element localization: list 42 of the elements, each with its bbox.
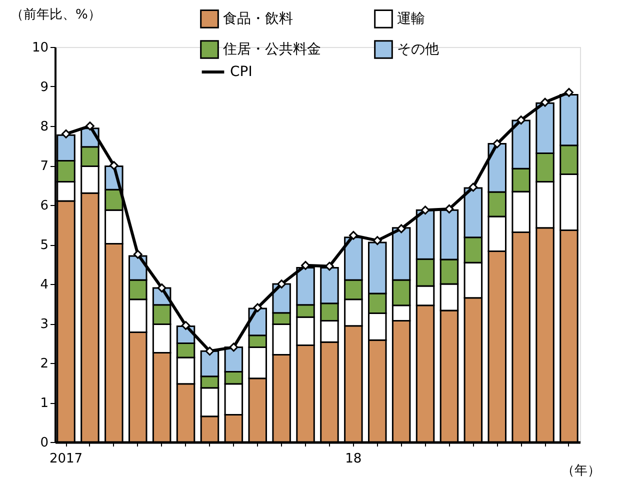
point bbox=[444, 204, 454, 214]
point bbox=[420, 206, 430, 215]
y-tick-label: 4 bbox=[40, 278, 48, 292]
y-tick-label: 10 bbox=[32, 40, 48, 56]
legend-label: その他 bbox=[397, 42, 439, 58]
point bbox=[181, 321, 190, 330]
point bbox=[157, 283, 166, 292]
point bbox=[205, 346, 214, 356]
y-tick-label: 6 bbox=[40, 198, 48, 214]
y-tick-label: 8 bbox=[40, 120, 48, 134]
legend-label: CPI bbox=[230, 64, 252, 80]
y-tick-label: 7 bbox=[40, 159, 48, 174]
point bbox=[62, 129, 70, 138]
legend-label: 運輸 bbox=[397, 10, 425, 27]
point bbox=[516, 116, 526, 125]
legend-label: 食品・飲料 bbox=[223, 10, 293, 27]
point bbox=[109, 161, 118, 170]
x-tick-label: 2017 bbox=[49, 452, 83, 466]
x-tick-label: 18 bbox=[345, 452, 362, 466]
point bbox=[133, 250, 142, 259]
point bbox=[372, 236, 382, 246]
point bbox=[86, 122, 94, 130]
point bbox=[348, 230, 358, 240]
point bbox=[564, 88, 574, 97]
y-axis-title: （前年比、%） bbox=[10, 8, 101, 22]
y-tick-label: 0 bbox=[40, 436, 48, 450]
x-axis-title: （年） bbox=[562, 464, 600, 478]
point bbox=[540, 98, 550, 107]
legend-label: 住居・公共料金 bbox=[222, 42, 321, 58]
point bbox=[468, 182, 478, 192]
y-tick-label: 3 bbox=[40, 317, 48, 332]
point bbox=[229, 342, 238, 352]
point bbox=[396, 224, 406, 234]
y-tick-label: 2 bbox=[40, 356, 48, 372]
y-tick-label: 1 bbox=[40, 396, 48, 411]
point bbox=[492, 139, 502, 148]
y-tick-label: 5 bbox=[40, 238, 48, 253]
point bbox=[301, 260, 310, 270]
point bbox=[277, 280, 286, 288]
y-tick-label: 9 bbox=[40, 80, 48, 95]
point bbox=[253, 303, 262, 312]
point bbox=[325, 262, 334, 271]
